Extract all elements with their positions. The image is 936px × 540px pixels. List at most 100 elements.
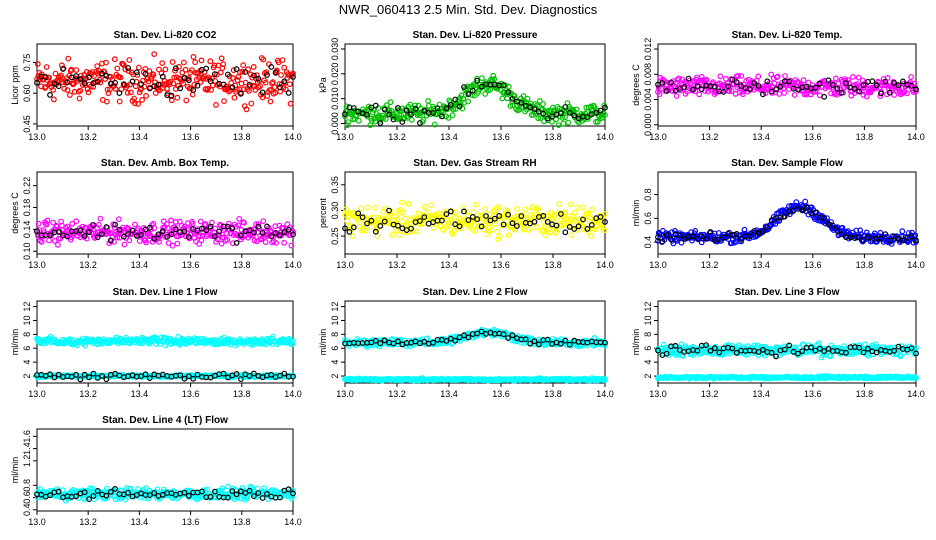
data-point bbox=[220, 61, 227, 68]
reference-point bbox=[168, 231, 175, 238]
data-point bbox=[104, 86, 111, 93]
reference-point bbox=[698, 86, 705, 93]
data-point bbox=[134, 72, 141, 78]
data-point bbox=[97, 215, 104, 222]
x-tick-label: 14.0 bbox=[907, 132, 925, 142]
reference-point bbox=[346, 228, 353, 235]
data-point bbox=[524, 95, 531, 102]
data-point bbox=[504, 208, 511, 215]
data-point bbox=[217, 222, 224, 229]
reference-point bbox=[663, 232, 670, 239]
reference-point bbox=[694, 347, 701, 354]
data-point bbox=[219, 485, 226, 492]
x-tick-label: 13.0 bbox=[28, 260, 46, 270]
chart-title: Stan. Dev. Amb. Box Temp. bbox=[101, 158, 229, 169]
reference-point bbox=[246, 487, 253, 494]
data-point bbox=[672, 227, 678, 234]
reference-point bbox=[799, 348, 806, 355]
data-point bbox=[529, 203, 536, 210]
x-tick-label: 14.0 bbox=[284, 132, 302, 142]
x-tick-label: 13.2 bbox=[79, 132, 97, 142]
y-tick-label: 8 bbox=[643, 332, 653, 337]
reference-point bbox=[900, 237, 906, 244]
data-point bbox=[602, 342, 608, 349]
reference-point bbox=[509, 95, 516, 102]
reference-point bbox=[207, 493, 214, 500]
data-point bbox=[183, 97, 190, 104]
data-point bbox=[189, 91, 196, 98]
reference-point bbox=[461, 84, 467, 90]
y-tick-label: 4 bbox=[643, 360, 653, 365]
data-point bbox=[103, 59, 109, 66]
x-tick-label: 14.0 bbox=[907, 389, 925, 399]
reference-point bbox=[566, 223, 573, 230]
reference-point bbox=[116, 90, 123, 96]
reference-point bbox=[540, 110, 547, 117]
data-point bbox=[482, 90, 489, 97]
data-point bbox=[488, 226, 495, 233]
y-tick-label: 4 bbox=[22, 360, 32, 365]
reference-point bbox=[860, 237, 867, 244]
data-point bbox=[735, 72, 741, 79]
data-point bbox=[565, 119, 572, 126]
data-point bbox=[345, 213, 352, 220]
reference-point bbox=[808, 344, 814, 351]
reference-point bbox=[342, 225, 348, 232]
x-tick-label: 13.2 bbox=[388, 260, 406, 270]
chart-title: Stan. Dev. Line 2 Flow bbox=[423, 287, 528, 298]
reference-point bbox=[264, 491, 270, 497]
reference-point bbox=[816, 80, 823, 87]
reference-point bbox=[355, 210, 362, 217]
data-point bbox=[168, 217, 174, 224]
data-point bbox=[413, 228, 420, 235]
reference-point bbox=[795, 86, 801, 93]
data-point bbox=[535, 205, 542, 212]
data-point bbox=[282, 86, 289, 93]
reference-point bbox=[364, 220, 370, 227]
reference-point bbox=[268, 371, 275, 378]
reference-point bbox=[55, 229, 62, 236]
reference-point bbox=[825, 346, 832, 352]
reference-point bbox=[873, 349, 880, 356]
data-point bbox=[372, 204, 379, 211]
reference-point bbox=[112, 486, 118, 492]
reference-point bbox=[694, 235, 701, 242]
data-point bbox=[873, 84, 880, 91]
reference-point bbox=[571, 112, 578, 119]
plot-frame bbox=[36, 428, 294, 512]
reference-point bbox=[272, 229, 279, 236]
data-point bbox=[192, 59, 199, 66]
reference-point bbox=[417, 218, 423, 224]
reference-point bbox=[821, 348, 828, 355]
x-tick-label: 13.6 bbox=[492, 260, 510, 270]
data-point bbox=[245, 66, 252, 73]
data-point bbox=[592, 226, 599, 233]
data-point bbox=[765, 85, 771, 92]
data-point bbox=[55, 241, 61, 248]
reference-point bbox=[285, 89, 292, 96]
reference-point bbox=[786, 342, 793, 349]
data-point bbox=[540, 101, 546, 107]
data-point bbox=[219, 65, 226, 71]
reference-point bbox=[856, 234, 863, 241]
data-point bbox=[159, 60, 166, 66]
y-tick-label: 2 bbox=[643, 374, 653, 379]
reference-point bbox=[81, 232, 88, 239]
reference-point bbox=[34, 228, 40, 235]
y-tick-label: 2 bbox=[22, 374, 32, 379]
reference-point bbox=[830, 222, 836, 229]
data-point bbox=[244, 495, 251, 501]
data-point bbox=[913, 375, 919, 381]
reference-point bbox=[403, 107, 410, 114]
reference-point bbox=[553, 222, 560, 229]
x-tick-label: 13.8 bbox=[233, 389, 251, 399]
data-point bbox=[587, 215, 594, 222]
reference-point bbox=[242, 69, 249, 75]
data-point bbox=[387, 99, 394, 106]
reference-point bbox=[764, 224, 771, 231]
reference-point bbox=[505, 89, 512, 96]
reference-point bbox=[159, 73, 166, 80]
data-point bbox=[445, 114, 452, 121]
y-tick-label: 0.14 bbox=[22, 221, 32, 239]
reference-point bbox=[350, 224, 357, 231]
